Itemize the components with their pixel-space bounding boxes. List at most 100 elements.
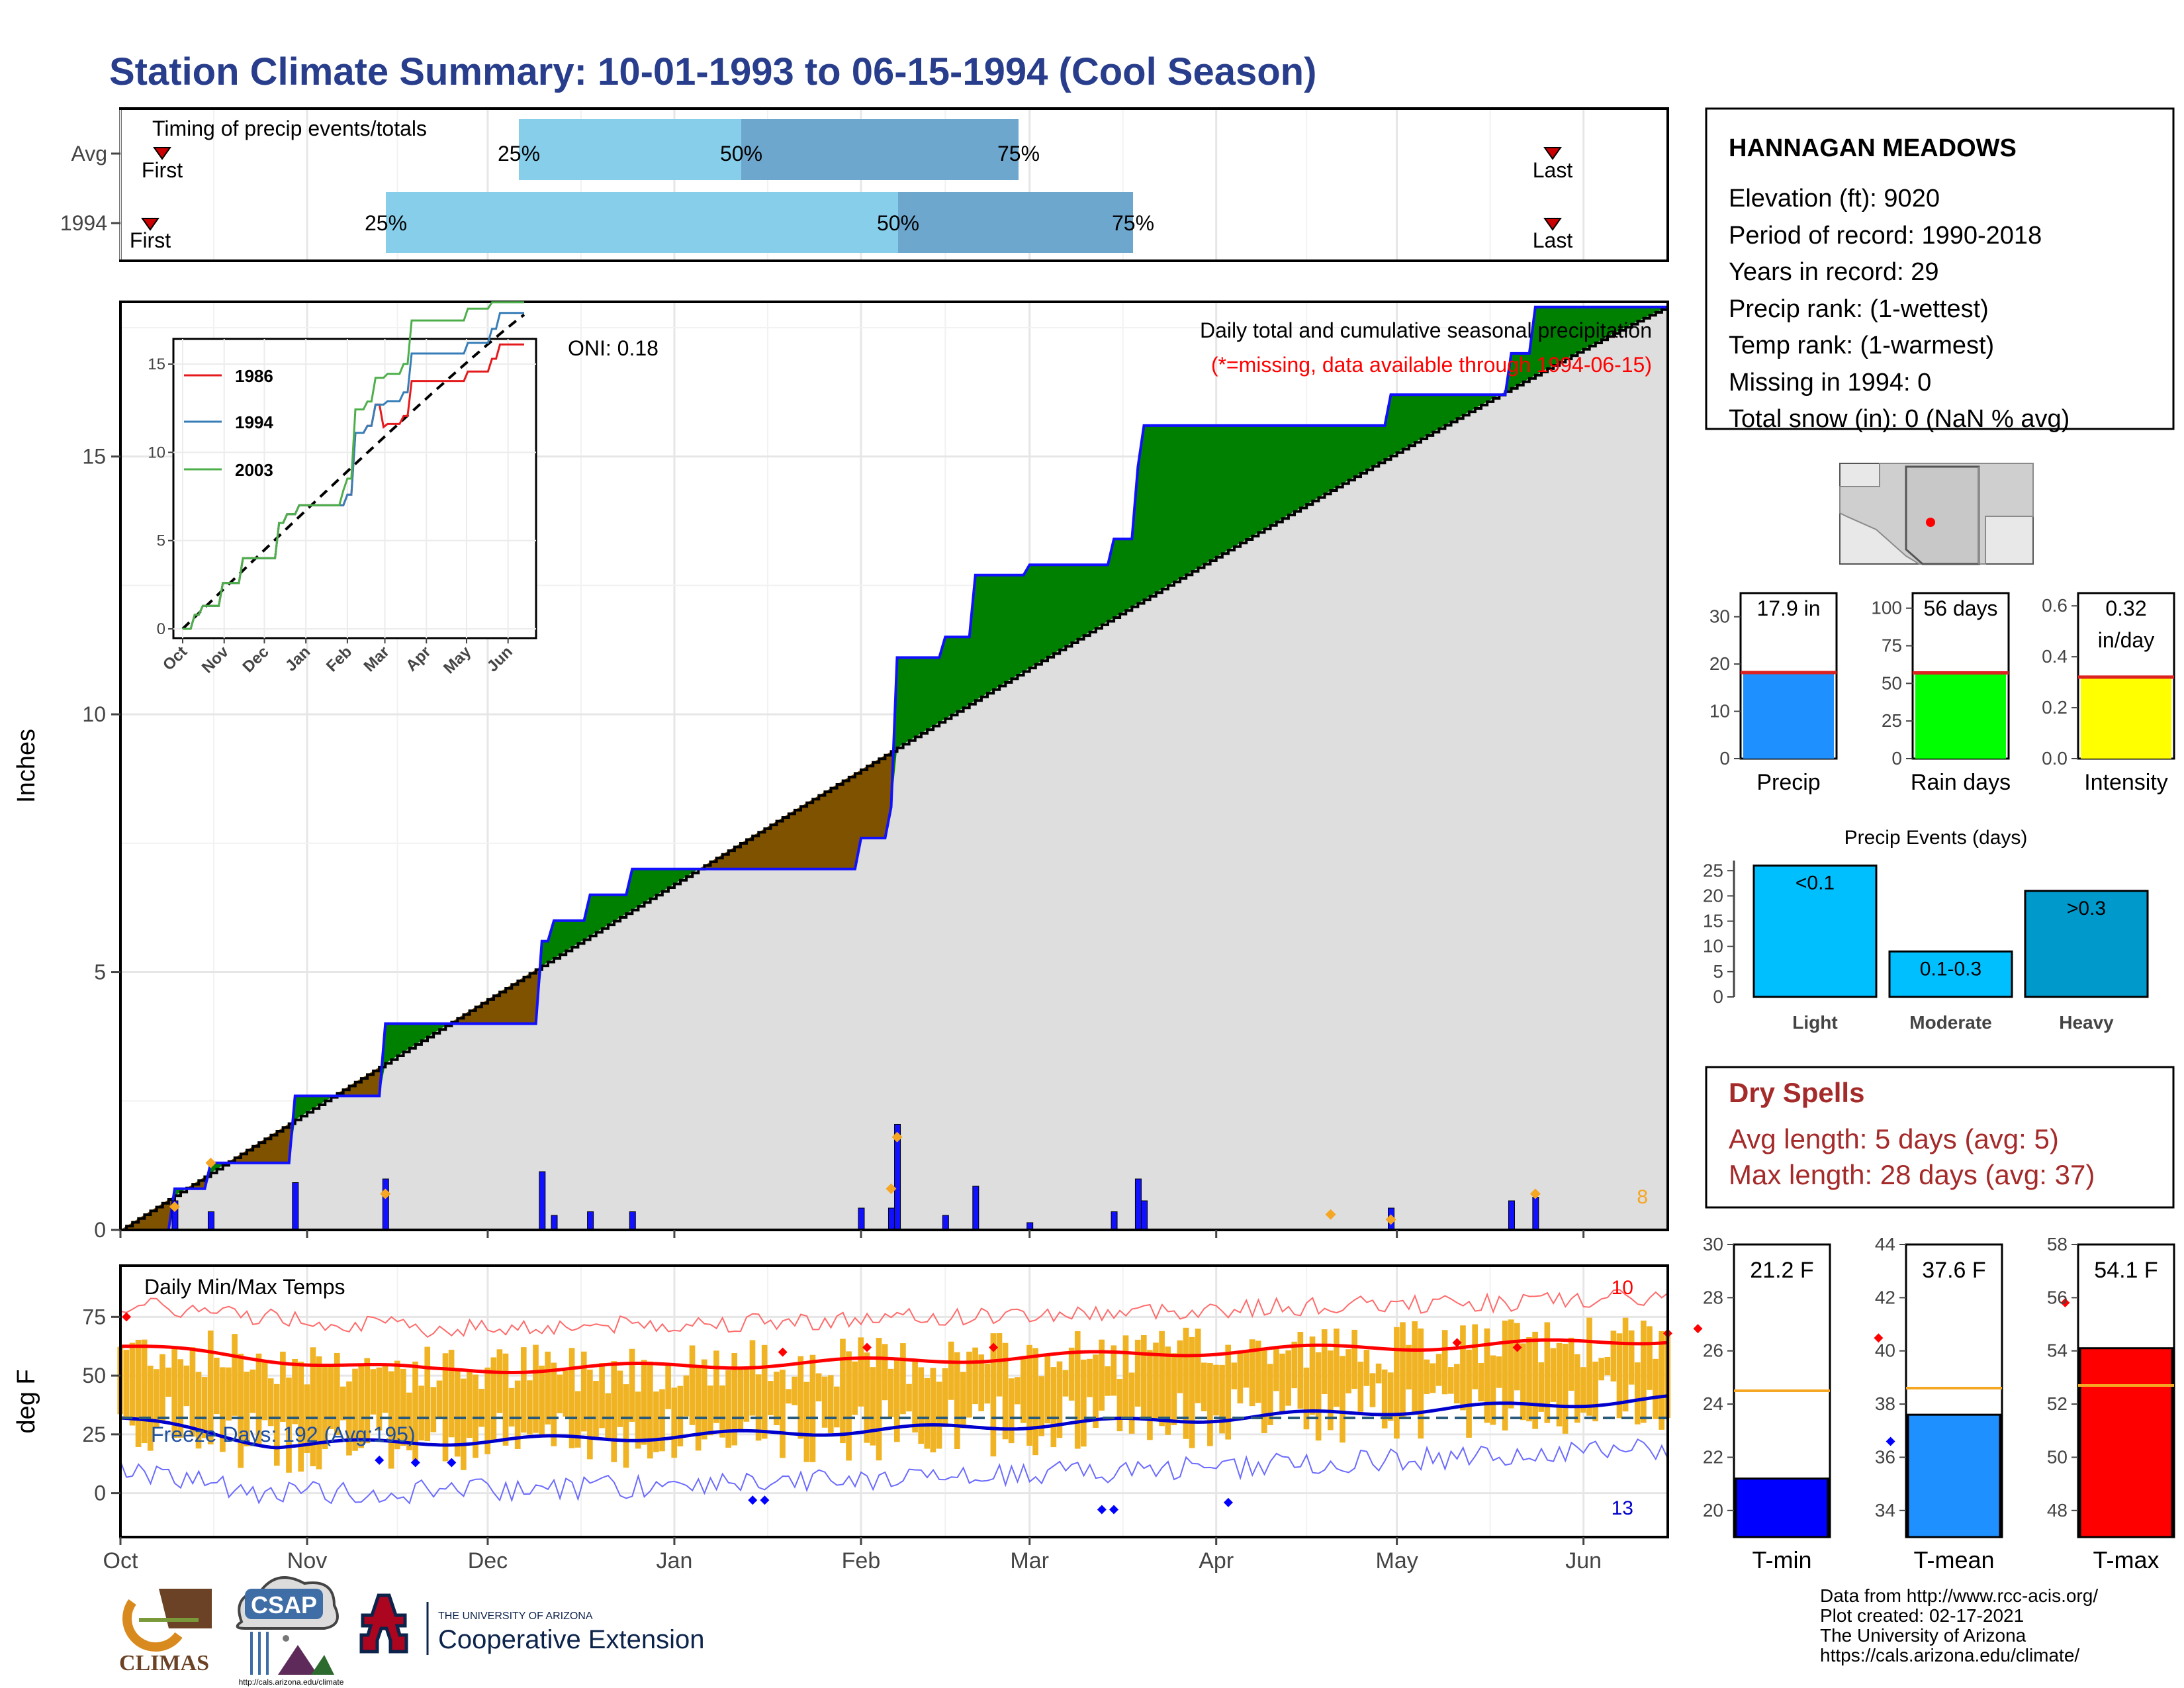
dry-avg-length: Avg length: 5 days (avg: 5) [1729,1123,2059,1154]
daily-precip-bar [539,1171,546,1231]
avg-p75-label: 75% [997,142,1040,165]
record-low-marker [1886,1436,1895,1446]
mini-value-label: 56 days [1923,596,1997,620]
temps-title: Daily Min/Max Temps [144,1275,345,1299]
1994-50-75-bar [898,192,1133,253]
dry-spells-title: Dry Spells [1729,1077,1864,1108]
mini-axis-label: Rain days [1911,770,2011,795]
daily-temp-range-bar [1291,1341,1298,1389]
daily-temp-range-bar [617,1370,623,1427]
daily-temp-range-bar [352,1368,358,1451]
daily-temp-range-bar [1093,1354,1099,1429]
timing-row-label-1994: 1994 [60,211,107,235]
daily-temp-range-bar [755,1374,762,1441]
daily-temp-range-bar [1345,1349,1351,1393]
daily-temp-range-bar [1231,1362,1238,1389]
red-count: 10 [1612,1277,1633,1299]
temp-summary-y-tick-label: 38 [1875,1393,1895,1414]
temp-summary-bar [1907,1413,2001,1538]
daily-temp-range-bar [1099,1339,1105,1411]
daily-temp-range-bar [864,1352,870,1443]
precip-event-marker [169,1201,180,1212]
daily-temp-range-bar [183,1365,190,1407]
daily-temp-range-bar [1472,1324,1478,1389]
mini-y-tick-label: 0.0 [2042,748,2068,769]
daily-temp-range-bar [1574,1354,1580,1423]
temp-summary-y-tick-label: 44 [1875,1234,1895,1254]
daily-temp-range-bar [1478,1362,1484,1401]
daily-temp-range-bar [1201,1362,1207,1411]
daily-temp-range-bar [165,1367,171,1397]
dry-spells-box: Dry Spells Avg length: 5 days (avg: 5) M… [1705,1066,2175,1209]
daily-temp-range-bar [316,1356,322,1470]
station-location-icon [1926,518,1935,527]
record-high-marker [1693,1324,1703,1334]
daily-temp-range-bar [599,1363,605,1429]
daily-temp-range-bar [448,1350,455,1438]
month-label: Jan [657,1548,693,1573]
daily-temp-range-bar [1315,1352,1322,1441]
record-low-marker [1097,1505,1107,1515]
daily-temp-range-bar [840,1338,846,1444]
mini-bar [1743,674,1834,759]
1994-last-marker-icon [1543,218,1562,231]
events-bar-text: >0.3 [2067,898,2106,919]
daily-temp-range-bar [1134,1339,1141,1407]
daily-temp-range-bar [1387,1372,1394,1421]
daily-temp-range-bar [1050,1367,1057,1448]
daily-temp-range-bar [1171,1353,1177,1426]
legend-label-1994: 1994 [235,412,273,432]
daily-temp-range-bar [1116,1379,1123,1432]
daily-precip-bar [1111,1211,1118,1231]
mini-chart-rain-days: 0 25 50 75 100 56 days Rain days [1871,592,2011,795]
daily-temp-range-bar [574,1391,581,1448]
mini-chart-precip: 0 10 20 30 17.9 in Precip [1709,592,1838,795]
record-low-marker [375,1455,385,1465]
daily-temp-range-bar [310,1347,316,1467]
daily-temp-range-bar [1243,1351,1250,1388]
daily-temp-range-bar [1340,1356,1345,1443]
daily-precip-bar [207,1211,214,1231]
record-high-marker [1452,1338,1462,1348]
daily-precip-bar [942,1215,949,1231]
temp-summary-y-tick-label: 56 [2047,1287,2068,1307]
daily-temp-range-bar [232,1334,238,1416]
month-label: Nov [287,1548,327,1573]
record-high-marker [1874,1333,1884,1343]
record-low-marker [1109,1505,1119,1515]
daily-temp-range-bar [1165,1346,1171,1435]
climas-logo: CLIMAS [114,1589,212,1675]
events-bar-text: 0.1-0.3 [1920,958,1981,980]
inset-y-tick-label: 5 [157,532,165,550]
daily-temp-range-bar [629,1348,635,1422]
1994-last-label: Last [1533,228,1573,252]
daily-temp-range-bar [292,1358,298,1425]
daily-temp-range-bar [1021,1358,1026,1423]
footer-university: The University of Arizona [1820,1625,2026,1646]
daily-temp-range-bar [1435,1354,1442,1386]
daily-temp-range-bar [478,1389,484,1427]
daily-temp-range-bar [1183,1327,1189,1439]
daily-temp-range-bar [786,1389,792,1404]
freeze-days-label: Freeze Days: 192 (Avg:195) [151,1423,416,1446]
daily-temp-range-bar [1207,1362,1213,1446]
temp-summary-value: 21.2 F [1750,1258,1813,1283]
daily-temp-range-bar [1008,1378,1015,1444]
avg-max-line [120,1338,1668,1375]
daily-temp-range-bar [388,1371,394,1469]
events-y-tick-label: 15 [1703,911,1723,931]
daily-temp-range-bar [147,1366,154,1451]
daily-temp-range-bar [942,1368,948,1428]
events-y-tick-label: 25 [1703,860,1723,880]
daily-temp-range-bar [978,1354,985,1411]
daily-temp-range-bar [1026,1344,1032,1446]
dry-max-length: Max length: 28 days (avg: 37) [1729,1159,2095,1190]
daily-temp-range-bar [545,1351,551,1425]
daily-temp-range-bar [761,1344,768,1439]
month-label: Jun [1565,1548,1602,1573]
university-of-arizona-logo: THE UNIVERSITY OF ARIZONA Cooperative Ex… [359,1593,704,1655]
daily-temp-range-bar [1544,1322,1551,1423]
oni-label: ONI: 0.18 [568,336,659,360]
legend-label-2003: 2003 [235,460,273,480]
record-high-marker [122,1312,132,1322]
